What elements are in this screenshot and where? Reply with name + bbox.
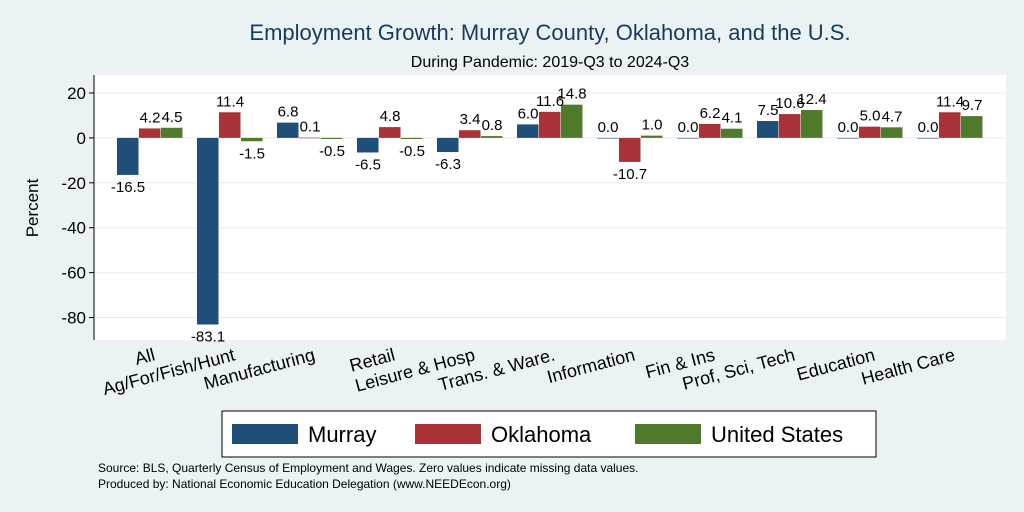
data-label: 0.0 — [918, 119, 939, 136]
bar — [757, 121, 779, 138]
y-tick-label: -80 — [61, 309, 86, 328]
y-tick-label: 20 — [67, 84, 86, 103]
bar — [139, 128, 161, 138]
bar — [721, 128, 743, 138]
data-label: -16.5 — [111, 179, 145, 196]
legend-swatch — [635, 424, 701, 444]
data-label: 11.6 — [536, 93, 564, 110]
data-label: 4.7 — [882, 108, 903, 125]
data-label: 0.1 — [300, 119, 321, 136]
y-axis: 20 0 -20 -40 -60 -80 — [61, 75, 95, 340]
bar — [917, 137, 939, 139]
bar — [197, 137, 219, 325]
data-label: -83.1 — [191, 329, 225, 346]
data-label: 6.0 — [518, 105, 539, 122]
bar — [379, 127, 401, 138]
y-axis-label: Percent — [23, 178, 42, 237]
bar — [241, 137, 263, 142]
source-note: Source: BLS, Quarterly Census of Employm… — [98, 461, 638, 475]
bar — [837, 137, 859, 139]
data-label: 11.4 — [216, 93, 244, 110]
bar — [801, 110, 823, 138]
bar — [321, 137, 343, 140]
data-label: -6.3 — [435, 156, 461, 173]
data-label: 4.1 — [722, 110, 743, 127]
data-label: 11.4 — [936, 93, 964, 110]
chart-subtitle: During Pandemic: 2019-Q3 to 2024-Q3 — [411, 54, 689, 71]
data-label: 12.4 — [797, 91, 826, 108]
legend: Murray Oklahoma United States — [221, 410, 877, 458]
data-label: -0.5 — [319, 143, 345, 160]
bar — [641, 135, 663, 138]
bar — [117, 137, 139, 175]
bar — [161, 127, 183, 138]
legend-label: Murray — [308, 422, 376, 447]
data-label: 4.8 — [380, 108, 401, 125]
data-label: 9.7 — [962, 97, 983, 114]
bar — [561, 104, 583, 138]
legend-swatch — [232, 424, 298, 444]
data-label: -0.5 — [399, 143, 425, 160]
legend-swatch — [415, 424, 481, 444]
bar — [517, 124, 539, 138]
data-label: 10.6 — [775, 95, 804, 112]
data-label: 5.0 — [860, 108, 881, 125]
bar — [619, 137, 641, 162]
bar — [677, 137, 699, 139]
data-label: 6.8 — [278, 104, 299, 121]
value-labels: -16.5 4.2 4.5 -83.1 11.4 -1.5 6.80.1 -0.5 -6.5 4.… — [111, 86, 983, 346]
bar — [277, 122, 299, 138]
data-label: 0.8 — [482, 117, 503, 134]
bar — [961, 116, 983, 138]
data-label: 7.5 — [758, 102, 779, 119]
data-label: 4.5 — [162, 109, 183, 126]
bar — [357, 137, 379, 153]
data-label: 4.2 — [140, 109, 161, 126]
bar — [401, 137, 423, 140]
bar — [219, 112, 241, 138]
bar — [539, 111, 561, 138]
y-tick-label: -60 — [61, 264, 86, 283]
produced-note: Produced by: National Economic Education… — [98, 477, 511, 491]
bar — [859, 126, 881, 138]
y-tick-label: -20 — [61, 174, 86, 193]
data-label: 0.0 — [598, 119, 619, 136]
bar — [481, 136, 503, 138]
bar — [779, 114, 801, 138]
bar — [299, 137, 321, 139]
bar — [459, 130, 481, 138]
data-label: 3.4 — [460, 111, 481, 128]
legend-box — [221, 410, 877, 458]
data-label: 0.0 — [678, 119, 699, 136]
bar — [699, 123, 721, 138]
data-label: 14.8 — [557, 86, 586, 103]
data-label: 0.0 — [838, 119, 859, 136]
chart-title: Employment Growth: Murray County, Oklaho… — [249, 20, 850, 45]
data-label: -1.5 — [239, 145, 265, 162]
bar — [939, 112, 961, 138]
y-tick-label: 0 — [77, 129, 86, 148]
x-tick-label: Information — [545, 345, 637, 388]
legend-label: United States — [711, 422, 843, 447]
data-label: -10.7 — [613, 166, 647, 183]
x-tick-label: Health Care — [859, 345, 957, 389]
bar — [597, 137, 619, 139]
legend-label: Oklahoma — [491, 422, 592, 447]
bar — [881, 127, 903, 138]
data-label: -6.5 — [355, 156, 381, 173]
bar — [437, 137, 459, 153]
data-label: 1.0 — [642, 117, 663, 134]
bars — [117, 104, 983, 325]
data-label: 6.2 — [700, 105, 721, 122]
y-tick-label: -40 — [61, 219, 86, 238]
